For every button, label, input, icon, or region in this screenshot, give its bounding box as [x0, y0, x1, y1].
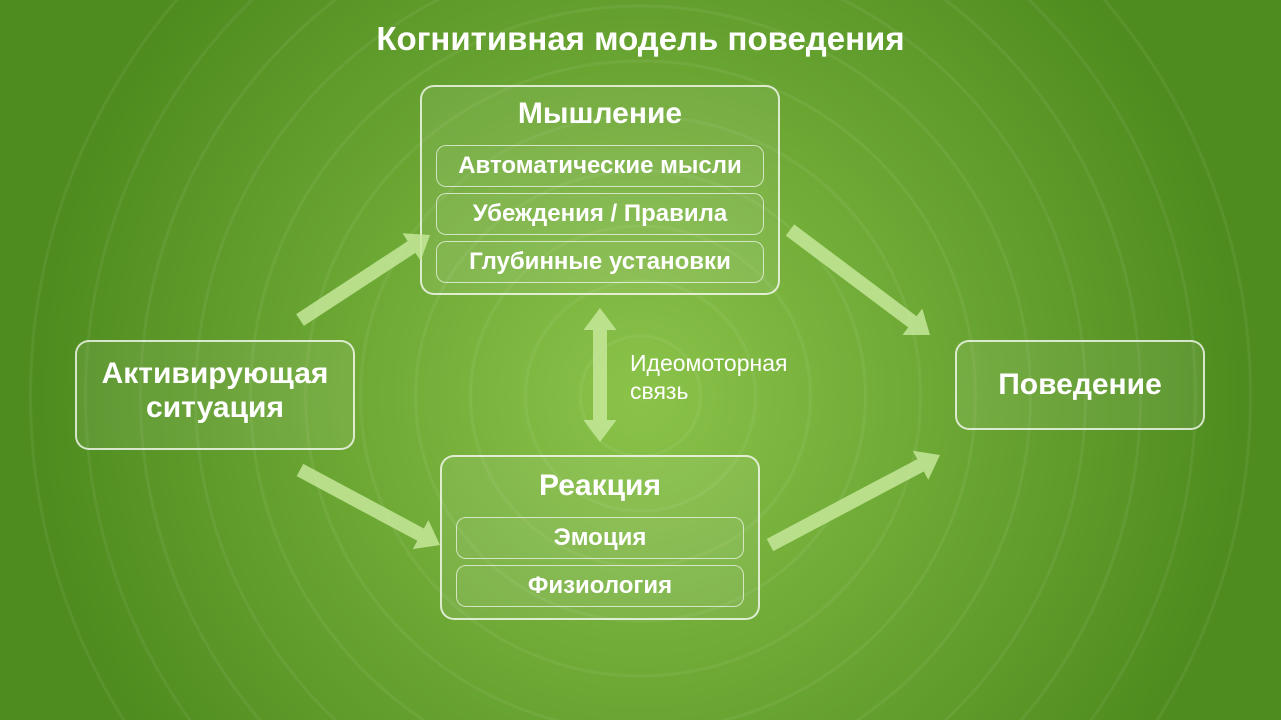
node-reaction-title: Реакция [539, 469, 661, 503]
arrow-trigger-to-reaction [297, 464, 440, 549]
node-trigger-line1: Активирующая [102, 357, 329, 390]
subnode-physiology: Физиология [456, 565, 744, 607]
diagram-canvas: Когнитивная модель поведения Активирующа… [0, 0, 1281, 720]
subnode-auto-thoughts: Автоматические мысли [436, 145, 764, 187]
edge-label-line1: Идеомоторная [630, 350, 787, 376]
edge-label-ideomotor: Идеомоторная связь [630, 350, 787, 405]
node-trigger: Активирующая ситуация [75, 340, 355, 450]
node-reaction: Реакция Эмоция Физиология [440, 455, 760, 620]
node-behavior: Поведение [955, 340, 1205, 430]
arrow-thinking-reaction-bidir [584, 308, 617, 442]
node-thinking: Мышление Автоматические мысли Убеждения … [420, 85, 780, 295]
subnode-beliefs-rules: Убеждения / Правила [436, 193, 764, 235]
arrow-thinking-to-behavior [786, 224, 930, 335]
node-behavior-label: Поведение [998, 368, 1162, 402]
arrow-reaction-to-behavior [767, 451, 940, 551]
subnode-emotion: Эмоция [456, 517, 744, 559]
arrow-trigger-to-thinking [296, 233, 430, 326]
diagram-title: Когнитивная модель поведения [0, 20, 1281, 58]
edge-label-line2: связь [630, 378, 688, 404]
node-thinking-title: Мышление [518, 97, 682, 131]
node-trigger-line2: ситуация [146, 391, 284, 424]
subnode-deep-attitudes: Глубинные установки [436, 241, 764, 283]
node-trigger-label: Активирующая ситуация [102, 357, 329, 425]
